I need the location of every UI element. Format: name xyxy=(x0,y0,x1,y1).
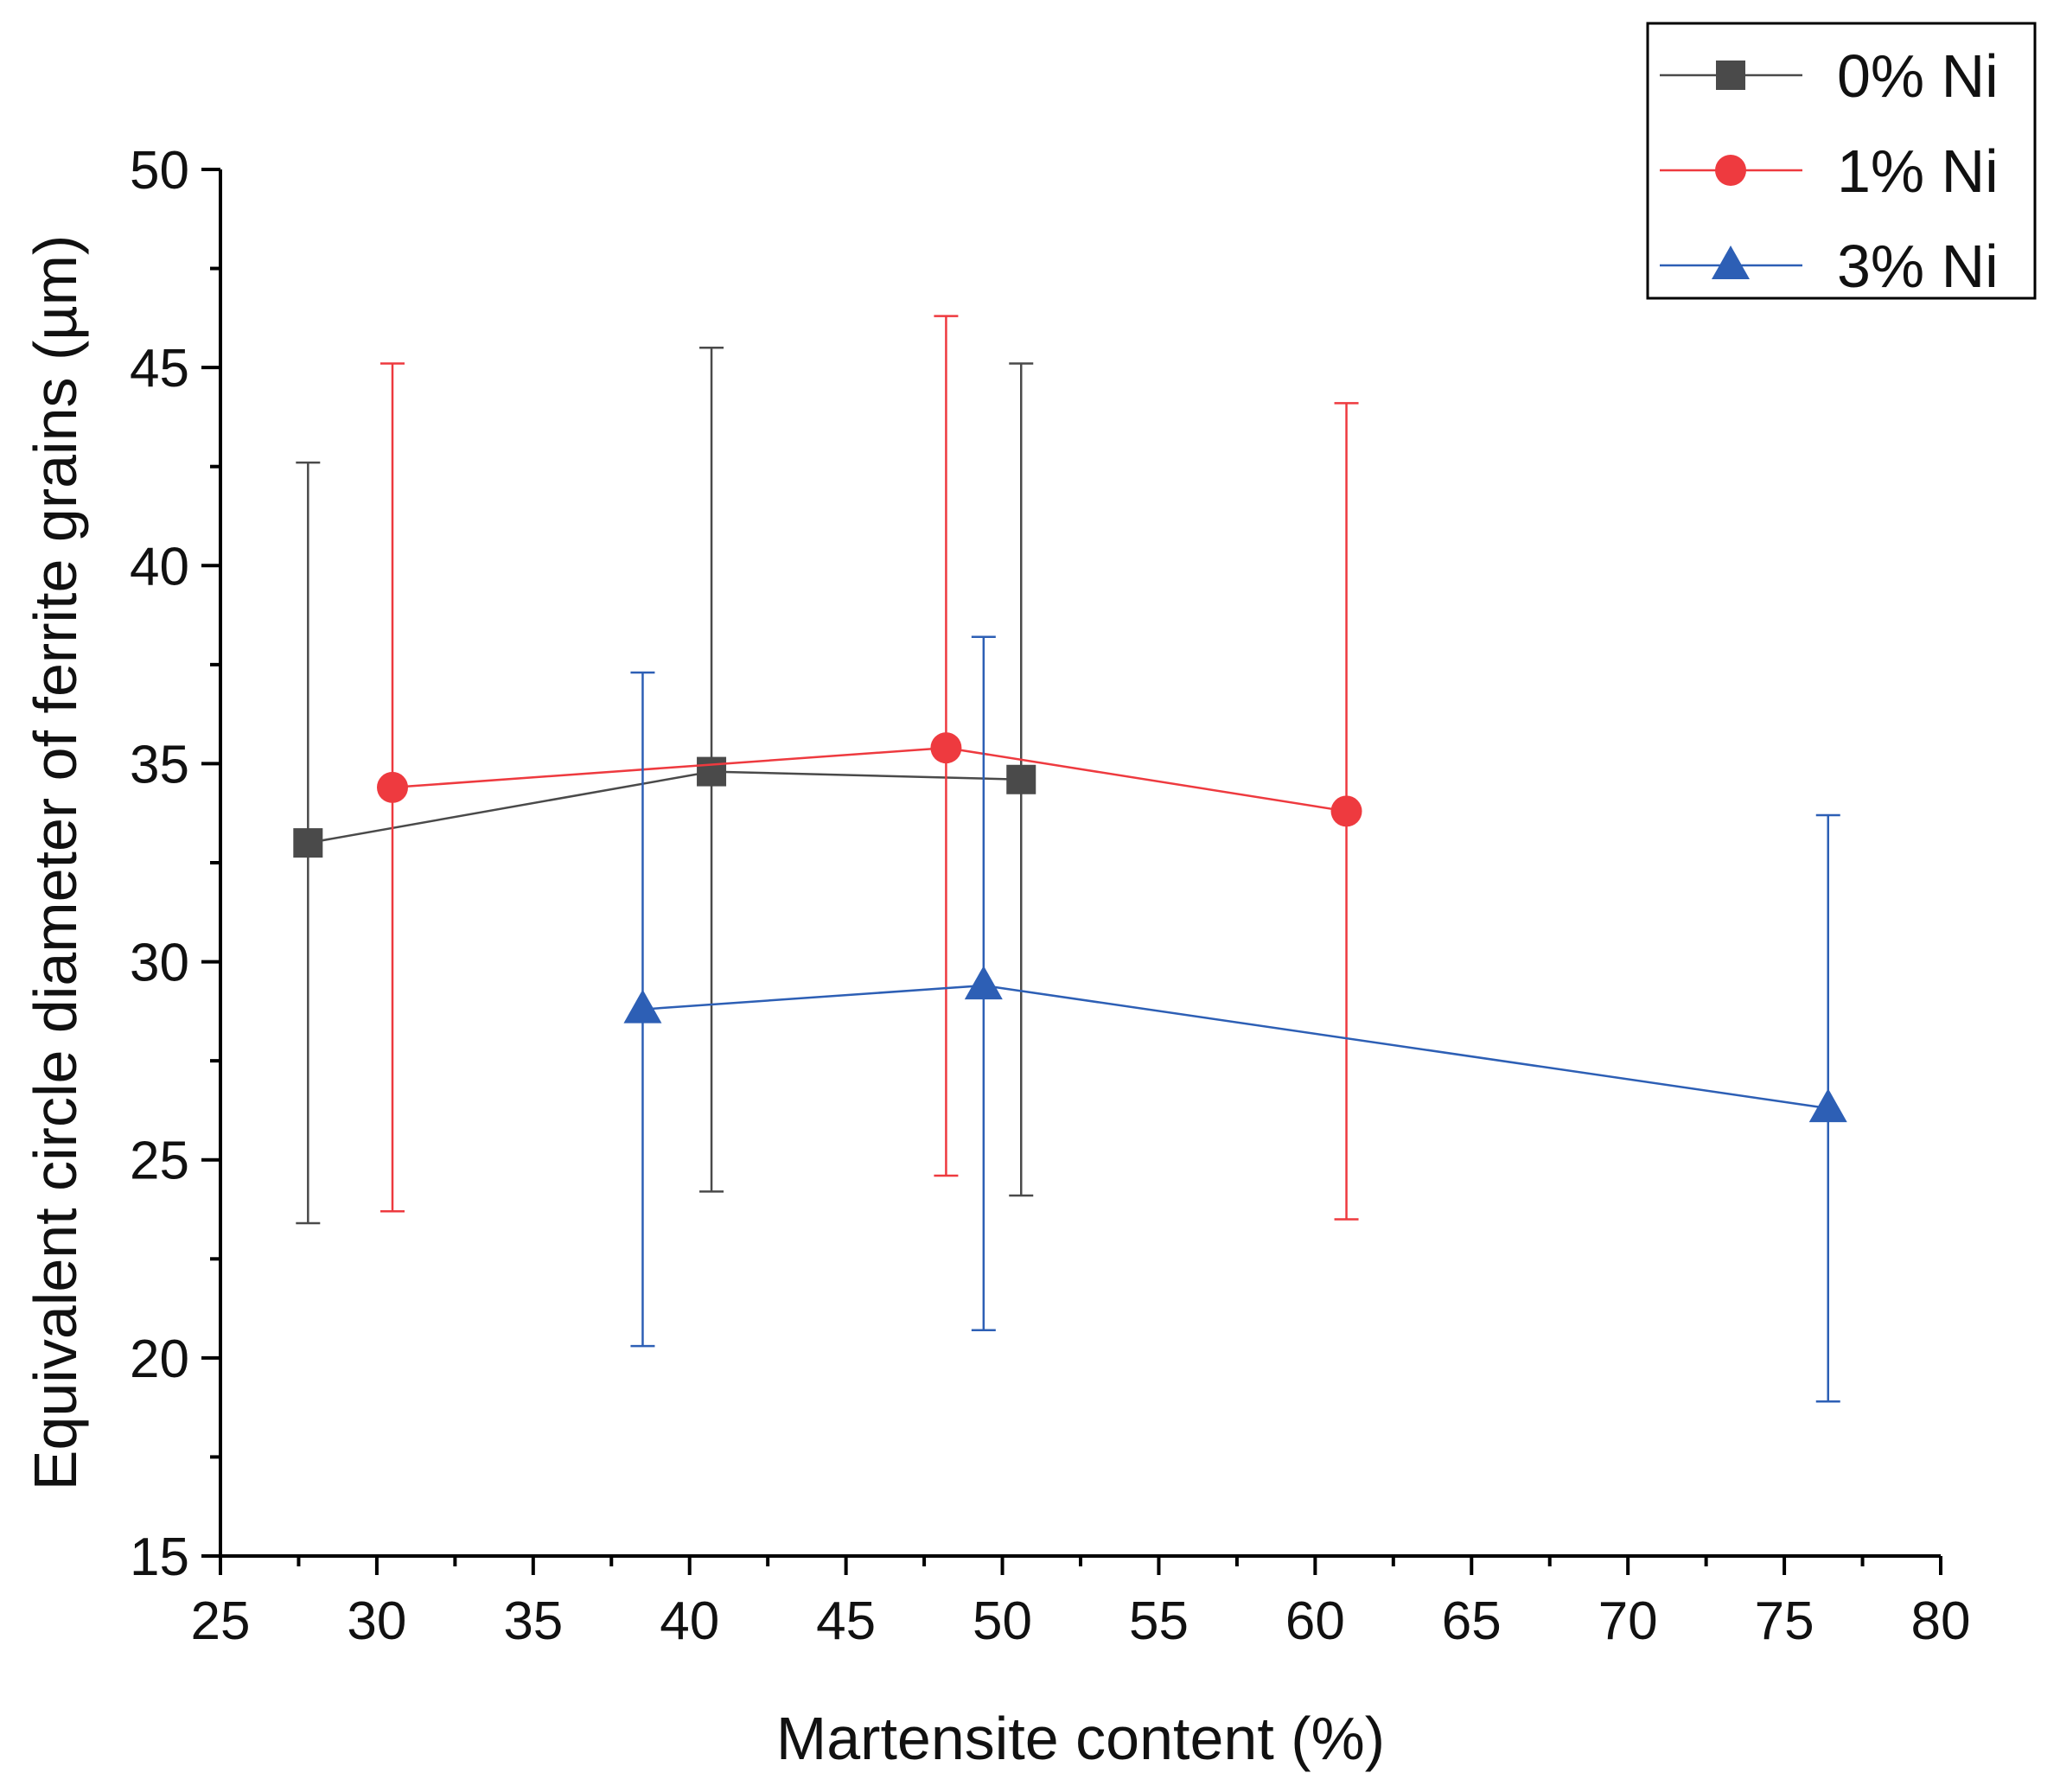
legend-label: 0% Ni xyxy=(1837,42,1999,110)
legend-box xyxy=(1646,22,2037,300)
x-tick-label: 75 xyxy=(1755,1591,1814,1651)
legend-marker xyxy=(1712,246,1750,279)
x-tick-label: 30 xyxy=(347,1591,406,1651)
x-tick-label: 40 xyxy=(660,1591,719,1651)
x-tick-label: 70 xyxy=(1598,1591,1658,1651)
x-tick-label: 25 xyxy=(191,1591,251,1651)
x-ticks: 25 30 35 40 45 50 55 60 65 70 75 80 xyxy=(191,1556,1971,1651)
y-tick-label: 45 xyxy=(130,339,189,399)
x-tick-label: 80 xyxy=(1911,1591,1971,1651)
y-tick-label: 25 xyxy=(130,1132,189,1191)
series-line xyxy=(308,770,1022,845)
axes xyxy=(219,169,1941,1558)
x-axis-title: Martensite content (%) xyxy=(776,1705,1385,1772)
legend-items: 0% Ni 1% Ni 3% Ni xyxy=(1660,42,1999,300)
y-tick-label: 20 xyxy=(130,1330,189,1389)
y-tick-label: 30 xyxy=(130,934,189,993)
data-point xyxy=(1330,795,1362,827)
x-tick-label: 35 xyxy=(503,1591,563,1651)
series-line xyxy=(642,984,1828,1110)
legend-label: 1% Ni xyxy=(1837,137,1999,205)
data-point xyxy=(1006,764,1036,794)
x-tick-label: 65 xyxy=(1442,1591,1502,1651)
data-point xyxy=(697,756,727,787)
x-tick-label: 55 xyxy=(1129,1591,1189,1651)
data-point xyxy=(930,732,962,764)
series-0-ni xyxy=(293,346,1036,1225)
data-point xyxy=(964,966,1003,1000)
y-tick-label: 50 xyxy=(130,141,189,201)
legend: 0% Ni 1% Ni 3% Ni xyxy=(1646,22,2037,300)
y-tick-label: 35 xyxy=(130,735,189,794)
series-layer xyxy=(293,315,1847,1403)
series-3-ni xyxy=(623,635,1847,1403)
legend-label: 3% Ni xyxy=(1837,233,1999,300)
series-1-ni xyxy=(377,315,1362,1221)
x-tick-label: 45 xyxy=(816,1591,876,1651)
legend-marker xyxy=(1716,61,1745,90)
data-point xyxy=(1808,1088,1847,1123)
legend-marker xyxy=(1715,155,1746,186)
y-tick-label: 40 xyxy=(130,537,189,596)
data-point xyxy=(623,989,662,1024)
x-tick-label: 60 xyxy=(1285,1591,1345,1651)
y-ticks: 15 20 25 30 35 40 45 50 xyxy=(130,141,220,1587)
x-tick-label: 50 xyxy=(973,1591,1032,1651)
y-tick-label: 15 xyxy=(130,1527,189,1587)
y-axis-title: Equivalent circle diameter of ferrite gr… xyxy=(22,235,89,1491)
data-point xyxy=(293,828,323,858)
data-point xyxy=(377,771,408,803)
